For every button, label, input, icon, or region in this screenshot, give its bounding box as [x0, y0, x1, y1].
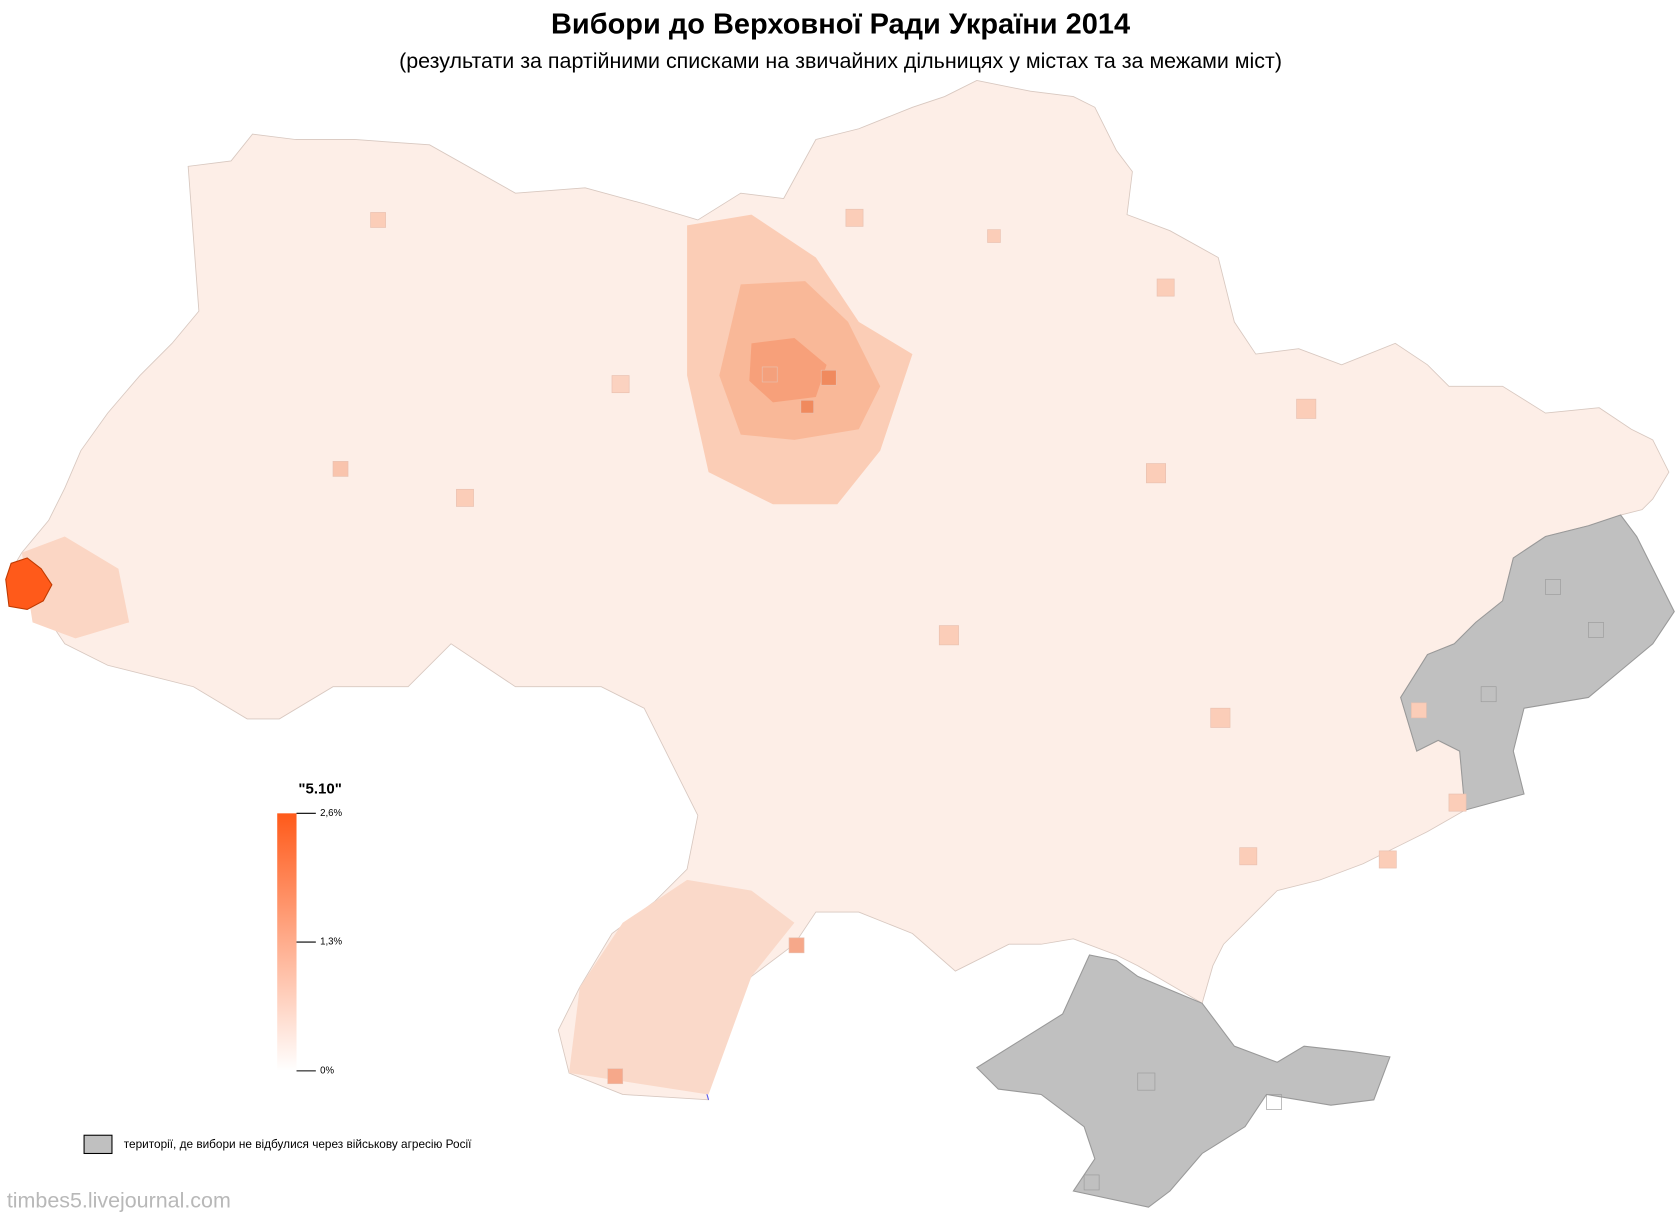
region-west — [21, 536, 130, 639]
city-square — [611, 375, 630, 394]
city-square — [1266, 1094, 1282, 1110]
region-high — [5, 557, 53, 611]
legend-bar — [277, 813, 297, 1071]
city-square — [1210, 707, 1231, 728]
city-square — [607, 1068, 624, 1085]
title: Вибори до Верховної Ради України 2014 — [551, 8, 1130, 40]
legend-tick-label: 0% — [320, 1065, 334, 1076]
legend-ticks: 2,6% 1,3% 0% — [296, 808, 343, 1076]
city-square — [370, 212, 386, 228]
city-square — [788, 937, 805, 954]
city-square — [845, 208, 864, 227]
note-label: території, де вибори не відбулися через … — [124, 1137, 472, 1151]
city-square — [1146, 463, 1166, 484]
city-square — [987, 229, 1001, 243]
city-square — [1480, 686, 1497, 703]
city-square — [800, 399, 815, 414]
city-square — [820, 369, 837, 386]
city-square — [1545, 579, 1561, 595]
occupied-crimea — [975, 954, 1391, 1208]
city-square — [1156, 278, 1175, 297]
city-square — [1296, 398, 1317, 419]
city-square — [456, 488, 474, 507]
city-square — [1448, 793, 1467, 812]
watermark: timbes5.livejournal.com — [7, 1188, 231, 1212]
city-square — [1239, 847, 1258, 866]
region-south — [569, 879, 795, 1095]
legend-tick-label: 2,6% — [320, 808, 342, 819]
city-square — [1411, 702, 1427, 719]
legend-title: "5.10" — [298, 781, 341, 798]
city-square — [1588, 622, 1604, 638]
city-squares — [332, 208, 1604, 1191]
legend-tick-label: 1,3% — [320, 937, 342, 948]
mainland — [5, 80, 1670, 1101]
subtitle: (результати за партійними списками на зв… — [399, 49, 1282, 73]
note-swatch — [83, 1134, 113, 1155]
city-square — [332, 461, 349, 477]
city-square — [1378, 850, 1397, 869]
city-square — [938, 625, 959, 646]
city-square — [1137, 1072, 1156, 1091]
city-square — [761, 366, 778, 383]
city-square — [1083, 1174, 1100, 1191]
region-kyiv-city — [749, 337, 827, 403]
